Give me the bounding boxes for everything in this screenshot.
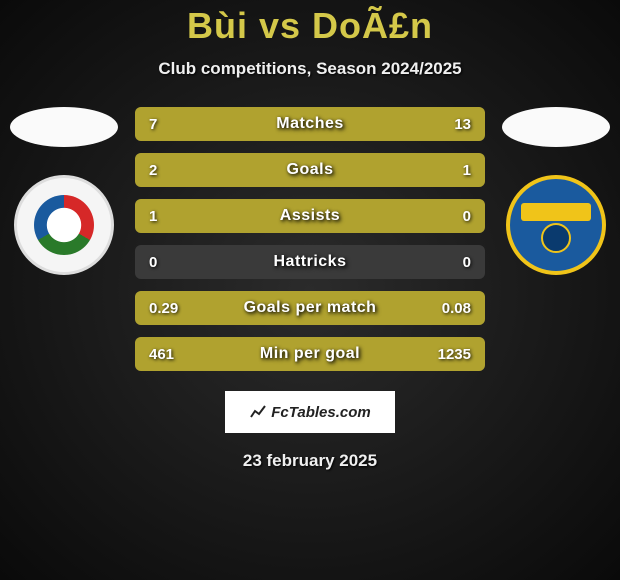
chart-icon	[249, 403, 267, 421]
stat-row: 461Min per goal1235	[135, 337, 485, 371]
player-left-photo-placeholder	[10, 107, 118, 147]
stats-panel: 7Matches132Goals11Assists00Hattricks00.2…	[135, 107, 485, 383]
brand-watermark: FcTables.com	[225, 391, 395, 433]
page-title: Bùi vs DoÃ£n	[0, 5, 620, 47]
player-right-column	[496, 107, 616, 275]
stat-label: Matches	[135, 115, 485, 133]
stat-row: 1Assists0	[135, 199, 485, 233]
stat-value-right: 0	[463, 254, 471, 271]
stat-label: Goals	[135, 161, 485, 179]
date-label: 23 february 2025	[0, 451, 620, 471]
stat-label: Hattricks	[135, 253, 485, 271]
main-layout: 7Matches132Goals11Assists00Hattricks00.2…	[0, 107, 620, 383]
subtitle: Club competitions, Season 2024/2025	[0, 59, 620, 79]
stat-value-right: 1	[463, 162, 471, 179]
stat-label: Min per goal	[135, 345, 485, 363]
stat-label: Goals per match	[135, 299, 485, 317]
club-badge-left	[14, 175, 114, 275]
brand-text: FcTables.com	[271, 404, 370, 421]
stat-row: 7Matches13	[135, 107, 485, 141]
stat-row: 0Hattricks0	[135, 245, 485, 279]
stat-row: 0.29Goals per match0.08	[135, 291, 485, 325]
stat-value-right: 0.08	[442, 300, 471, 317]
stat-value-right: 1235	[438, 346, 471, 363]
player-left-column	[4, 107, 124, 275]
comparison-card: Bùi vs DoÃ£n Club competitions, Season 2…	[0, 0, 620, 471]
stat-value-right: 0	[463, 208, 471, 225]
stat-value-right: 13	[454, 116, 471, 133]
player-right-photo-placeholder	[502, 107, 610, 147]
stat-label: Assists	[135, 207, 485, 225]
club-badge-right	[506, 175, 606, 275]
stat-row: 2Goals1	[135, 153, 485, 187]
